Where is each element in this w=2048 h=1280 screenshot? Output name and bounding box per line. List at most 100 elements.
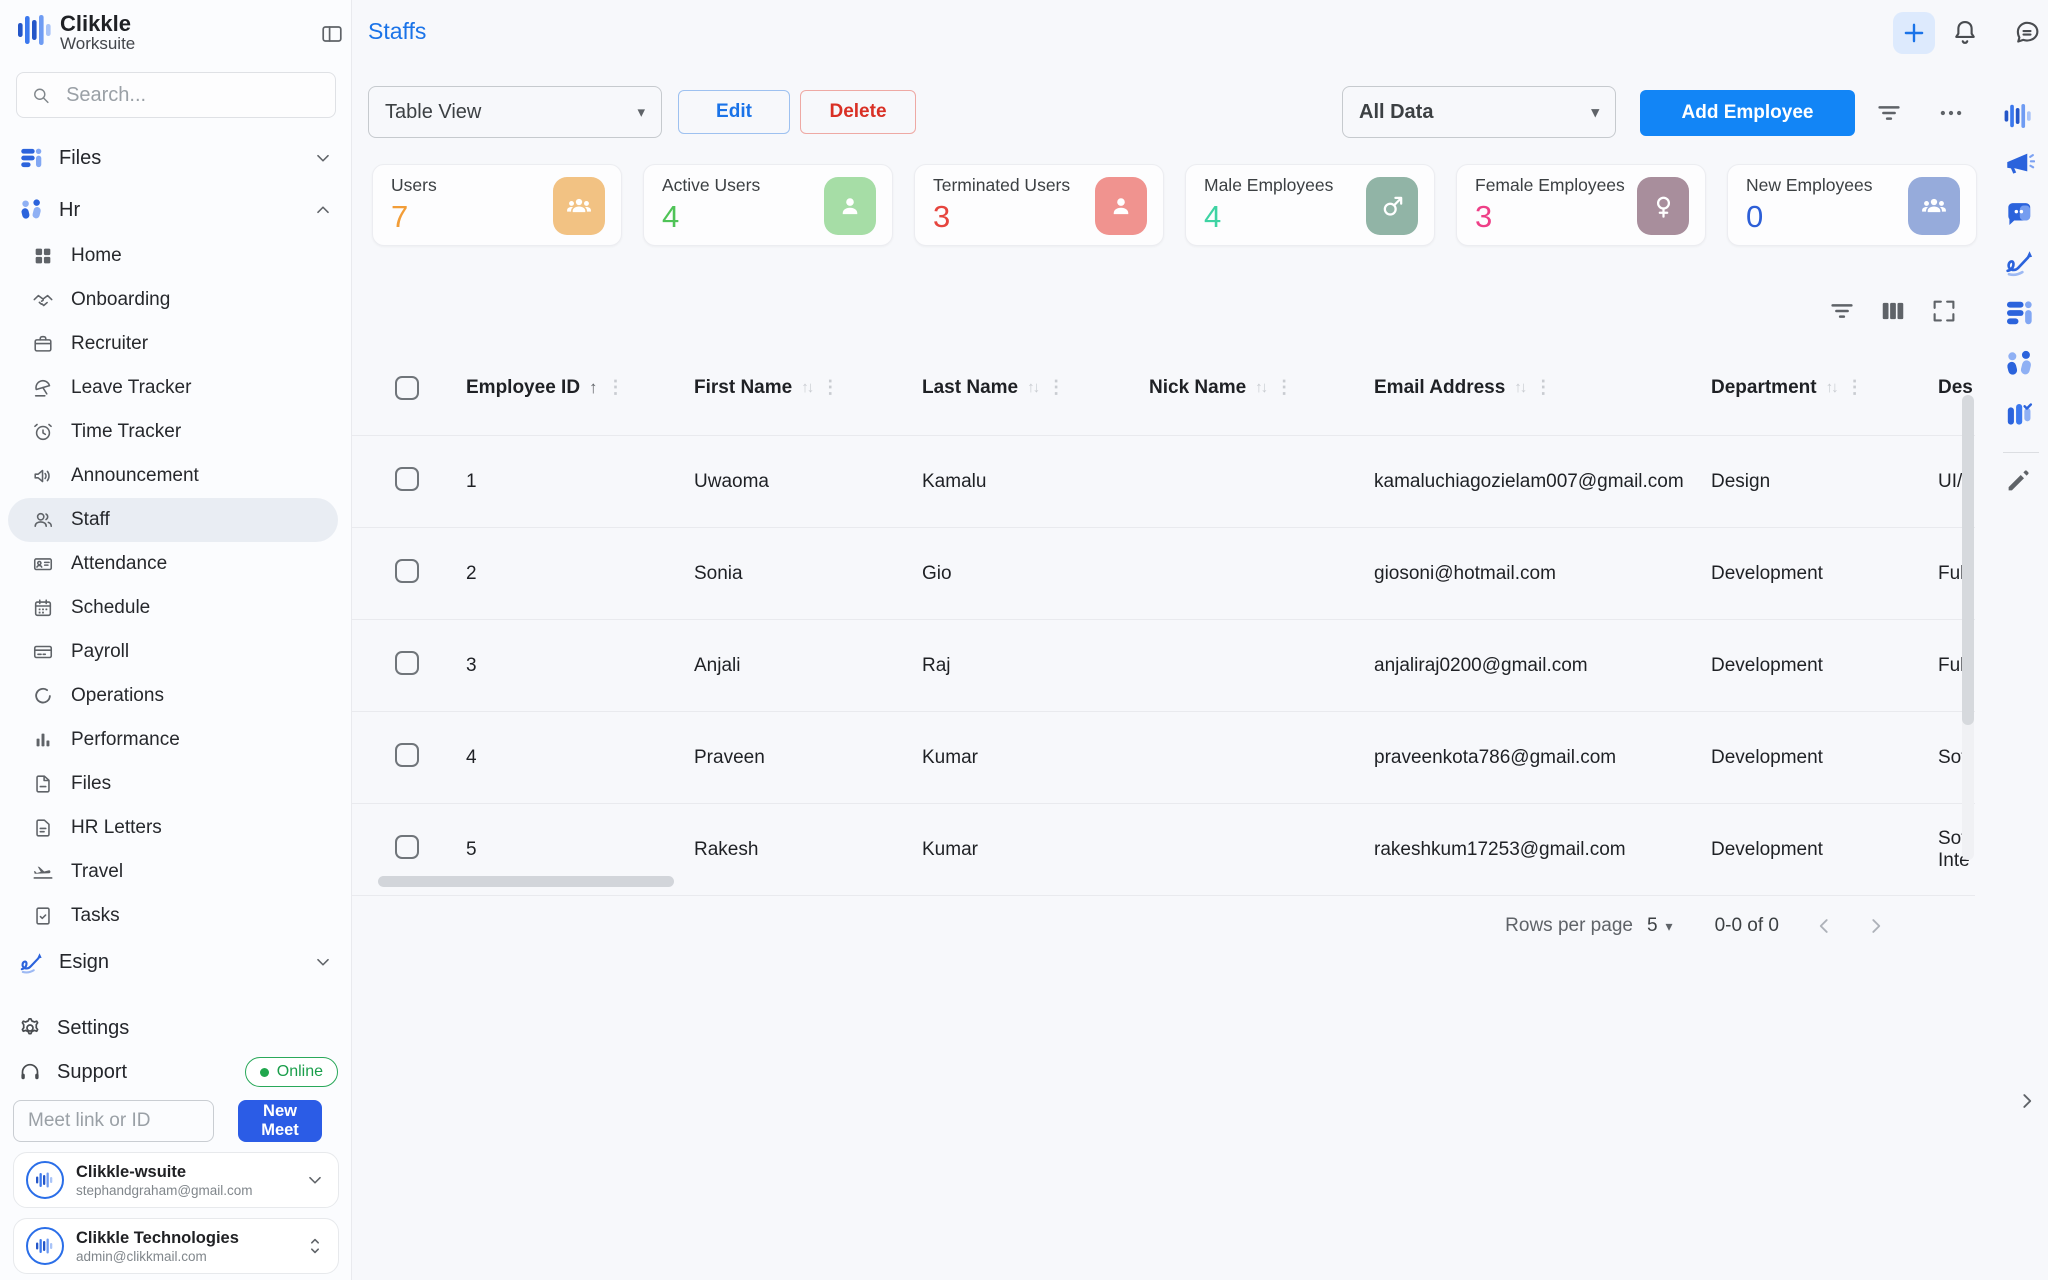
meet-link-input[interactable] (13, 1100, 214, 1142)
bar-chart-icon (32, 729, 54, 751)
account-card-secondary[interactable]: Clikkle Technologies admin@clikkmail.com (13, 1218, 339, 1274)
account-name: Clikkle Technologies (76, 1229, 239, 1248)
sidebar-item-support[interactable]: Support Online (0, 1050, 352, 1094)
cell-designation: Sof (1938, 746, 1967, 768)
row-checkbox[interactable] (395, 743, 419, 767)
delete-button[interactable]: Delete (800, 90, 916, 134)
chevron-down-icon[interactable] (312, 147, 334, 169)
search-input[interactable] (64, 82, 321, 108)
fullscreen-icon[interactable] (1929, 296, 1959, 326)
sidebar-item-onboarding[interactable]: Onboarding (0, 278, 352, 322)
table-filter-icon[interactable] (1827, 296, 1857, 326)
ads-megaphone-icon[interactable] (2003, 148, 2035, 180)
chevron-down-icon[interactable] (312, 951, 334, 973)
sidebar-item-leave-tracker[interactable]: Leave Tracker (0, 366, 352, 410)
row-checkbox[interactable] (395, 559, 419, 583)
clikkle-apps-icon[interactable] (2003, 100, 2035, 132)
edit-button[interactable]: Edit (678, 90, 790, 134)
view-select[interactable]: Table View ▾ (368, 86, 662, 138)
column-header: Nick Name (1149, 376, 1247, 398)
table-row[interactable]: 3 Anjali Raj anjaliraj0200@gmail.com Dev… (352, 620, 1975, 712)
sidebar-item-tasks[interactable]: Tasks (0, 894, 352, 938)
caret-down-icon[interactable]: ▾ (1665, 917, 1673, 934)
account-card-primary[interactable]: Clikkle-wsuite stephandgraham@gmail.com (13, 1152, 339, 1208)
sidebar-item-attendance[interactable]: Attendance (0, 542, 352, 586)
beach-umbrella-icon (32, 377, 54, 399)
sort-icon[interactable]: ↑↓ (801, 379, 814, 396)
esign-app-icon[interactable] (2003, 246, 2035, 278)
table-row[interactable]: 5 Rakesh Kumar rakeshkum17253@gmail.com … (352, 804, 1975, 896)
row-checkbox[interactable] (395, 651, 419, 675)
table-row[interactable]: 4 Praveen Kumar praveenkota786@gmail.com… (352, 712, 1975, 804)
sidebar-item-travel[interactable]: Travel (0, 850, 352, 894)
sort-icon[interactable]: ↑↓ (1255, 379, 1268, 396)
cell-department: Development (1711, 838, 1823, 860)
column-menu-icon[interactable]: ⋮ (1845, 377, 1864, 397)
sidebar-collapse-icon[interactable] (320, 22, 344, 46)
pagination-range: 0-0 of 0 (1714, 915, 1779, 936)
rows-per-page-value[interactable]: 5 (1646, 915, 1658, 936)
table-row[interactable]: 1 Uwaoma Kamalu kamaluchiagozielam007@gm… (352, 436, 1975, 528)
cell-designation: Sof Inte (1938, 827, 1970, 871)
section-label: Esign (59, 950, 110, 973)
column-menu-icon[interactable]: ⋮ (1275, 377, 1294, 397)
sort-icon[interactable]: ↑↓ (1514, 379, 1527, 396)
support-status-badge[interactable]: Online (244, 1057, 338, 1087)
sidebar-search[interactable] (16, 72, 336, 118)
sort-icon[interactable]: ↑↓ (1027, 379, 1040, 396)
next-page-icon[interactable] (1863, 913, 1889, 939)
select-all-checkbox[interactable] (395, 375, 419, 400)
more-options-icon[interactable] (1936, 98, 1966, 128)
notifications-bell-icon[interactable] (1950, 18, 1980, 48)
column-menu-icon[interactable]: ⋮ (1534, 377, 1553, 397)
chevron-down-icon[interactable] (304, 1169, 326, 1191)
stat-value: 7 (391, 199, 409, 234)
projects-app-icon[interactable] (2003, 398, 2035, 430)
sidebar-item-staff[interactable]: Staff (8, 498, 338, 542)
column-menu-icon[interactable]: ⋮ (606, 377, 625, 397)
table-row[interactable]: 2 Sonia Gio giosoni@hotmail.com Developm… (352, 528, 1975, 620)
stat-value: 0 (1746, 199, 1764, 234)
sidebar-item-performance[interactable]: Performance (0, 718, 352, 762)
cell-email: anjaliraj0200@gmail.com (1374, 654, 1588, 676)
column-menu-icon[interactable]: ⋮ (821, 377, 840, 397)
vertical-scrollbar[interactable] (1962, 395, 1974, 725)
sidebar-item-payroll[interactable]: Payroll (0, 630, 352, 674)
sidebar-item-recruiter[interactable]: Recruiter (0, 322, 352, 366)
new-meet-button[interactable]: New Meet (238, 1100, 322, 1142)
column-menu-icon[interactable]: ⋮ (1047, 377, 1066, 397)
sidebar-item-hr-letters[interactable]: HR Letters (0, 806, 352, 850)
sidebar-item-announcement[interactable]: Announcement (0, 454, 352, 498)
stat-label: Terminated Users (933, 175, 1071, 195)
hr-app-icon[interactable] (2003, 348, 2035, 380)
quick-add-button[interactable] (1893, 12, 1935, 54)
sidebar-item-schedule[interactable]: Schedule (0, 586, 352, 630)
sidebar-item-home[interactable]: Home (0, 234, 352, 278)
horizontal-scrollbar[interactable] (378, 876, 674, 887)
row-checkbox[interactable] (395, 835, 419, 859)
previous-page-icon[interactable] (1811, 913, 1837, 939)
sidebar-item-operations[interactable]: Operations (0, 674, 352, 718)
briefcase-icon (32, 333, 54, 355)
row-checkbox[interactable] (395, 467, 419, 491)
sort-icon[interactable]: ↑↓ (1825, 379, 1839, 396)
cell-first-name: Anjali (694, 654, 741, 676)
brand-title: Clikkle (60, 11, 131, 36)
add-employee-button[interactable]: Add Employee (1640, 90, 1855, 136)
sidebar-item-time-tracker[interactable]: Time Tracker (0, 410, 352, 454)
sort-asc-icon[interactable]: ↑ (589, 377, 598, 397)
sidebar-section-hr[interactable]: Hr (0, 186, 352, 234)
unfold-more-icon[interactable] (304, 1235, 326, 1257)
files-app-icon[interactable] (2003, 297, 2035, 329)
columns-view-icon[interactable] (1878, 296, 1908, 326)
sidebar-section-esign[interactable]: Esign (0, 938, 352, 986)
chevron-up-icon[interactable] (312, 199, 334, 221)
data-filter-select[interactable]: All Data ▾ (1342, 86, 1616, 138)
chat-app-icon[interactable] (2003, 197, 2035, 229)
sidebar-item-settings[interactable]: Settings (0, 1006, 352, 1050)
sidebar-item-files[interactable]: Files (0, 762, 352, 806)
filter-list-icon[interactable] (1874, 98, 1904, 128)
edit-pencil-icon[interactable] (2003, 466, 2033, 496)
sidebar-section-files[interactable]: Files (0, 134, 352, 182)
